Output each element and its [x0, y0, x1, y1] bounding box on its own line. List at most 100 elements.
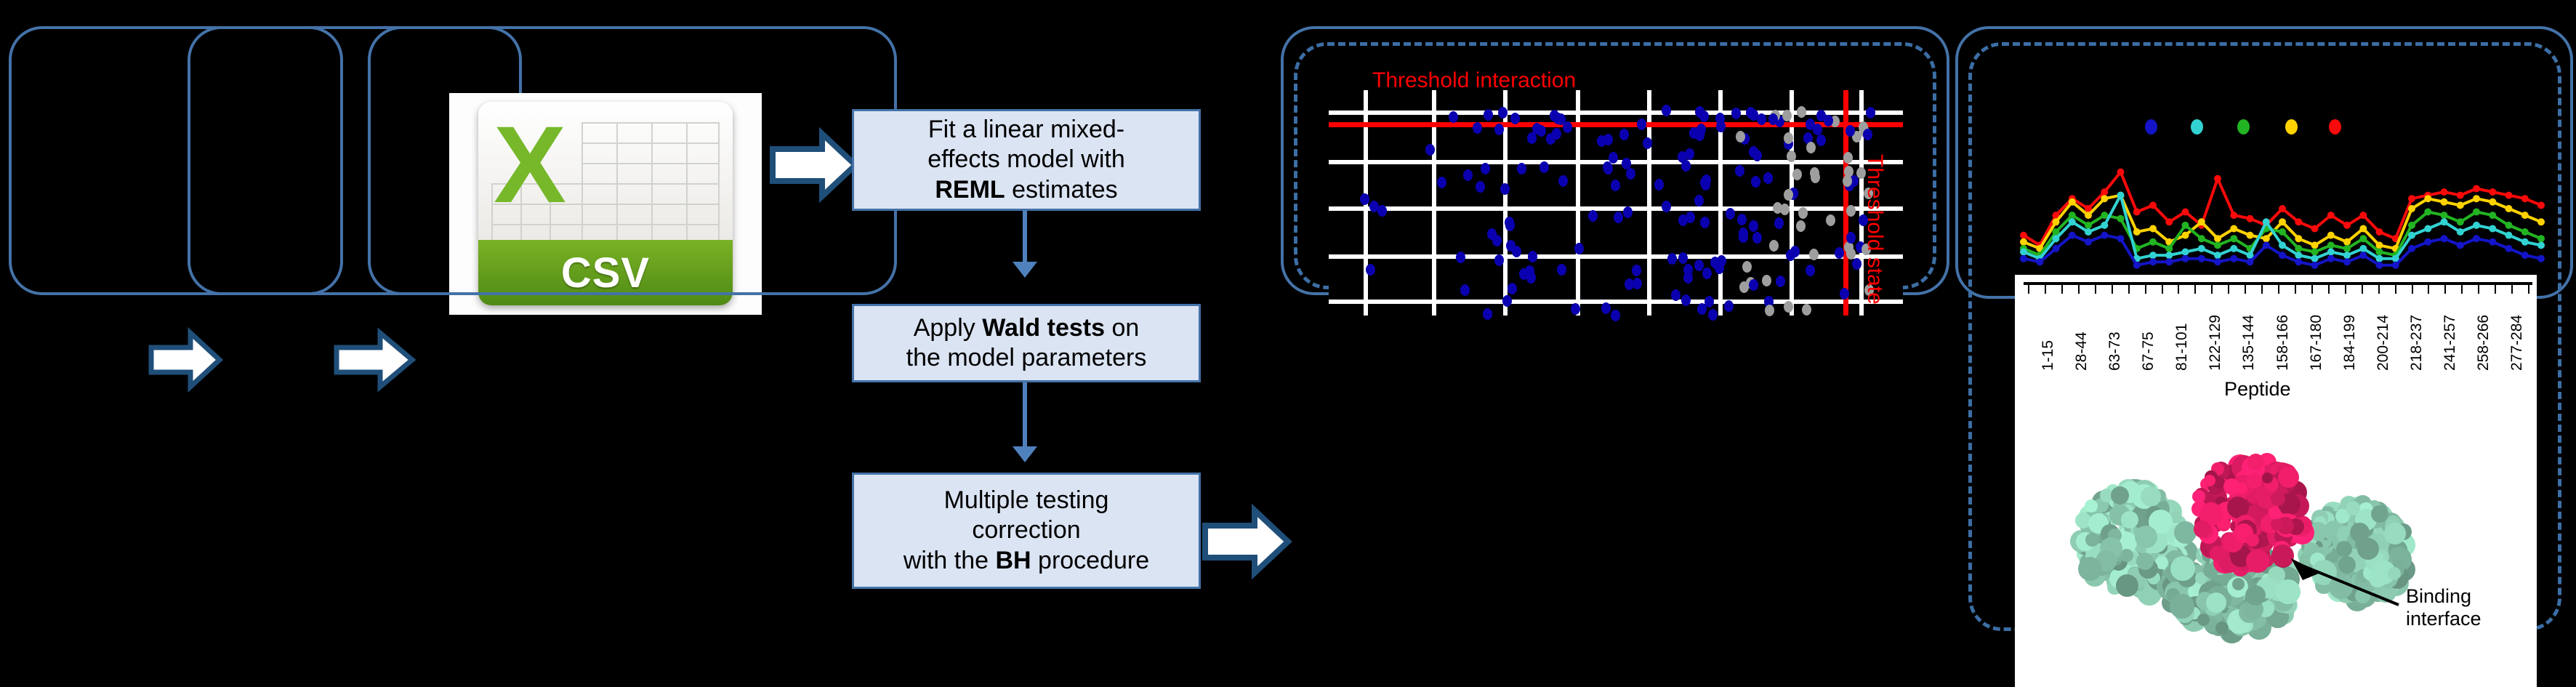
connector-1-arrowhead	[1013, 262, 1037, 278]
x-tick	[2511, 285, 2513, 294]
volcano-point	[1757, 113, 1766, 125]
volcano-point	[1622, 158, 1632, 169]
surface-blob-ligand	[2269, 507, 2281, 519]
surface-blob	[2170, 556, 2195, 581]
volcano-point	[1840, 288, 1850, 300]
volcano-point	[1763, 172, 1773, 185]
x-tick	[2411, 285, 2413, 294]
volcano-point	[1782, 110, 1792, 122]
volcano-point	[1483, 308, 1493, 321]
volcano-point	[1762, 274, 1771, 286]
surface-blob-ligand	[2194, 521, 2211, 538]
x-tick	[2444, 285, 2447, 294]
y-axis-tick-0: 0.0	[1981, 265, 2007, 285]
volcano-point	[1723, 300, 1734, 312]
legend-dot-2	[2191, 119, 2203, 134]
x-tick	[2128, 285, 2130, 294]
volcano-point	[1795, 220, 1806, 233]
volcano-point	[1700, 178, 1710, 190]
multiple-testing-box[interactable]: Multiple testing correction with the BH …	[852, 473, 1201, 589]
volcano-point	[1803, 132, 1813, 144]
volcano-point	[1699, 110, 1710, 122]
volcano-point	[1783, 300, 1793, 313]
volcano-point	[1456, 252, 1466, 263]
volcano-point	[1497, 107, 1508, 118]
volcano-point	[1749, 278, 1759, 291]
volcano-point	[1539, 161, 1549, 173]
x-tick	[2144, 285, 2146, 294]
volcano-point	[1460, 284, 1470, 296]
peptide-label: 81-101	[2173, 323, 2191, 371]
volcano-point	[1864, 284, 1875, 297]
volcano-point	[1792, 169, 1802, 180]
x-tick	[2161, 285, 2163, 294]
surface-blob	[2276, 579, 2301, 604]
surface-blob-ligand	[2271, 545, 2294, 567]
surface-blob	[2206, 592, 2226, 613]
peptide-label: 122-129	[2207, 314, 2224, 371]
volcano-point	[1784, 189, 1794, 201]
surface-blob	[2085, 533, 2099, 547]
wald-line1-post: on	[1105, 313, 1140, 342]
threshold-state-label: Threshold state	[1863, 154, 1887, 305]
legend-dot-4	[2285, 119, 2298, 134]
volcano-point	[1494, 254, 1505, 266]
mt-line2: correction	[972, 516, 1081, 545]
volcano-point	[1574, 242, 1584, 254]
wald-test-box[interactable]: Apply Wald tests on the model parameters	[852, 304, 1201, 382]
x-tick	[2094, 285, 2096, 294]
x-tick	[2528, 285, 2529, 294]
volcano-point	[1704, 296, 1714, 308]
peptide-label: 28-44	[2073, 332, 2090, 371]
volcano-point	[1662, 200, 1672, 212]
volcano-point	[1473, 122, 1483, 134]
volcano-point	[1622, 206, 1633, 219]
volcano-point	[1377, 204, 1388, 217]
surface-blob-ligand	[2246, 534, 2259, 547]
volcano-point	[1846, 204, 1856, 217]
volcano-point	[1699, 217, 1710, 229]
volcano-point	[1449, 111, 1459, 124]
legend-dot-3	[2237, 119, 2250, 134]
surface-blob-ligand	[2271, 518, 2283, 531]
volcano-point	[1526, 271, 1536, 284]
volcano-point	[1806, 142, 1816, 154]
volcano-point	[1661, 105, 1671, 117]
volcano-point	[1505, 220, 1516, 231]
x-tick	[2327, 285, 2330, 294]
x-tick	[2077, 285, 2080, 294]
csv-file-icon: X CSV	[449, 93, 762, 315]
surface-blob	[2120, 549, 2133, 562]
surface-blob	[2121, 511, 2138, 529]
volcano-point	[1526, 132, 1537, 144]
volcano-point	[1863, 128, 1873, 140]
threshold-interaction-label: Threshold interaction	[1372, 68, 1577, 92]
volcano-point	[1681, 294, 1691, 307]
mt-line1: Multiple testing	[943, 486, 1109, 514]
surface-blob	[2170, 594, 2194, 619]
volcano-point	[1801, 304, 1811, 316]
csv-x-letter: X	[494, 103, 567, 226]
surface-blob	[2136, 553, 2154, 570]
peptide-label: 277-284	[2508, 314, 2525, 371]
x-tick	[2461, 285, 2463, 294]
volcano-point	[1694, 260, 1704, 272]
fit-model-box[interactable]: Fit a linear mixed- effects model with R…	[852, 109, 1201, 211]
volcano-point	[1366, 264, 1376, 276]
volcano-point	[1610, 180, 1620, 192]
volcano-point	[1843, 166, 1853, 178]
x-tick	[2211, 285, 2213, 294]
x-tick	[2394, 285, 2396, 294]
volcano-point	[1734, 164, 1744, 177]
connector-1	[1023, 211, 1027, 270]
volcano-point	[1806, 118, 1815, 130]
peptide-label: 63-73	[2106, 332, 2124, 371]
surface-blob	[2388, 567, 2401, 580]
threshold-interaction-line	[1329, 122, 1903, 127]
csv-label: CSV	[560, 249, 651, 297]
volcano-point	[1765, 304, 1774, 316]
surface-blob-ligand	[2204, 475, 2215, 486]
volcano-point	[1608, 151, 1618, 164]
volcano-point	[1610, 310, 1620, 322]
volcano-point	[1768, 239, 1779, 252]
